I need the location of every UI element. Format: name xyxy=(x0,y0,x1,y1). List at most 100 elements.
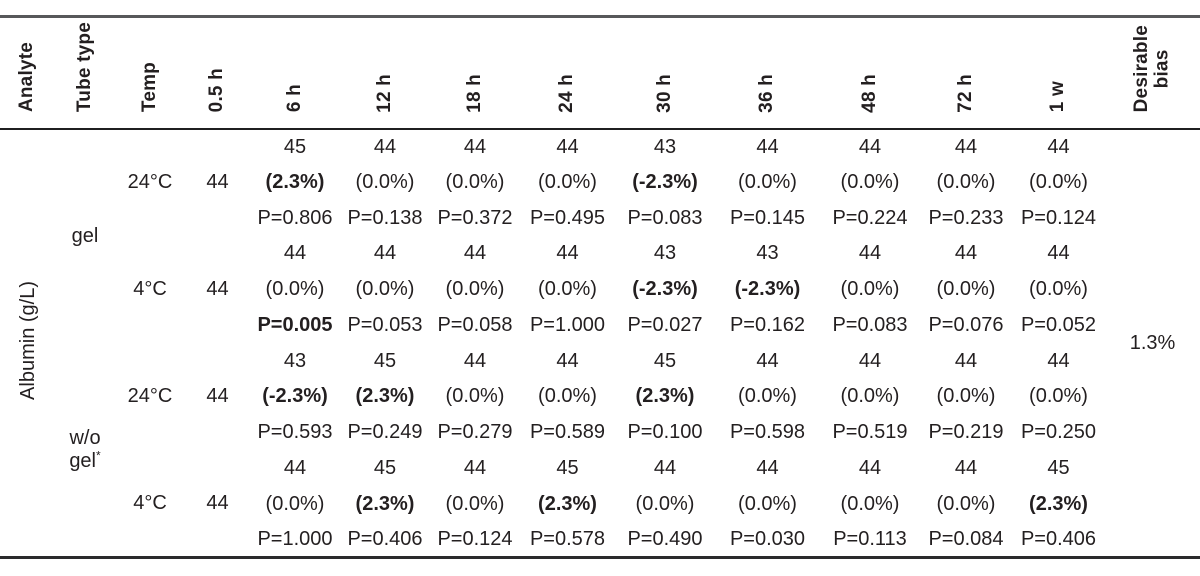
col-header-desirable-bias: Desirable bias xyxy=(1105,17,1200,129)
col-header-analyte: Analyte xyxy=(0,17,55,129)
pct-change-cell: (0.0%) xyxy=(840,170,900,193)
pct-change-cell: (0.0%) xyxy=(445,492,505,515)
p-value-cell: P=0.233 xyxy=(928,206,1004,229)
pct-change-cell: (0.0%) xyxy=(445,170,505,193)
value-cell: 44 xyxy=(756,135,779,158)
temp-cell: 4°C xyxy=(133,278,167,301)
value-cell: 44 xyxy=(858,456,882,479)
p-value-cell: P=1.000 xyxy=(529,313,606,336)
tube-type-note: * xyxy=(96,447,101,462)
p-value-cell: P=0.030 xyxy=(729,527,806,550)
p-value-cell: P=0.519 xyxy=(832,421,908,444)
pct-change-cell: (0.0%) xyxy=(738,385,797,408)
baseline-0-5h-cell: 44 xyxy=(206,385,229,408)
value-cell: 44 xyxy=(283,456,307,479)
pct-change-cell: (2.3%) xyxy=(265,170,325,193)
value-cell: 44 xyxy=(556,242,579,265)
col-header-30h-label: 30 h xyxy=(653,73,675,113)
pct-change-cell: (0.0%) xyxy=(445,385,505,408)
p-value-cell: P=0.598 xyxy=(729,421,806,444)
value-cell: 43 xyxy=(653,135,677,158)
header-row: Analyte Tube type Temp 0.5 h 6 h 12 h 18… xyxy=(0,17,1200,129)
value-cell: 44 xyxy=(283,242,307,265)
p-value-cell: P=0.138 xyxy=(347,206,423,229)
pct-change-cell: (0.0%) xyxy=(840,385,900,408)
p-value-cell: P=0.083 xyxy=(627,206,703,229)
stability-table: Analyte Tube type Temp 0.5 h 6 h 12 h 18… xyxy=(0,15,1200,559)
pct-change-cell: (0.0%) xyxy=(538,385,597,408)
pct-change-cell: (2.3%) xyxy=(1029,492,1088,515)
col-header-12h-label: 12 h xyxy=(373,73,395,113)
col-header-18h-label: 18 h xyxy=(463,73,485,113)
p-value-cell: P=0.593 xyxy=(257,421,333,444)
table-row: Albumin (g/L) gel 24°C 44 45 44 44 44 43 44 44 44 44… xyxy=(0,129,1200,400)
col-header-36h-label: 36 h xyxy=(756,73,778,113)
p-value-cell: P=0.578 xyxy=(529,527,606,550)
p-value-cell: P=0.279 xyxy=(437,421,513,444)
table-row: P=0.806 P=0.138 P=0.372 P=0.495 P=0.083 P=0.1… xyxy=(0,200,1200,236)
p-value-cell: P=0.100 xyxy=(627,421,703,444)
value-cell: 45 xyxy=(373,456,397,479)
pct-change-cell: (0.0%) xyxy=(538,170,597,193)
analyte-label: Albumin (g/L) xyxy=(16,280,39,400)
value-cell: 44 xyxy=(1047,242,1070,265)
col-header-desirable-bias-label: Desirable bias xyxy=(1130,25,1173,113)
col-header-48h-label: 48 h xyxy=(858,73,880,113)
value-cell: 43 xyxy=(283,349,307,372)
pct-change-cell: (0.0%) xyxy=(936,385,996,408)
value-cell: 45 xyxy=(556,456,579,479)
value-cell: 44 xyxy=(463,349,487,372)
value-cell: 45 xyxy=(653,349,677,372)
p-value-cell: P=0.005 xyxy=(257,313,333,336)
pct-change-cell: (0.0%) xyxy=(840,278,900,301)
col-header-tube-type-label: Tube type xyxy=(73,22,95,113)
p-value-cell: P=1.000 xyxy=(257,527,333,550)
pct-change-cell: (0.0%) xyxy=(936,170,996,193)
value-cell: 44 xyxy=(756,349,779,372)
value-cell: 44 xyxy=(1047,349,1070,372)
pct-change-cell: (0.0%) xyxy=(1029,278,1088,301)
col-header-48h: 48 h xyxy=(820,17,920,129)
p-value-cell: P=0.076 xyxy=(928,313,1004,336)
value-cell: 45 xyxy=(1047,456,1070,479)
col-header-0-5h: 0.5 h xyxy=(185,17,250,129)
desirable-bias-cell: 1.3% xyxy=(1129,331,1176,354)
value-cell: 44 xyxy=(858,135,882,158)
pct-change-cell: (0.0%) xyxy=(355,278,415,301)
baseline-0-5h-cell: 44 xyxy=(206,171,229,194)
p-value-cell: P=0.406 xyxy=(347,527,423,550)
tube-type-cell: w/o gel* xyxy=(69,426,101,472)
tube-type-cell: gel xyxy=(71,224,99,247)
pct-change-cell: (0.0%) xyxy=(355,170,415,193)
p-value-cell: P=0.162 xyxy=(729,313,806,336)
table-row: 4°C 44 44 45 44 45 44 44 44 44 45 xyxy=(0,450,1200,514)
value-cell: 44 xyxy=(954,135,978,158)
table-row: (0.0%) (0.0%) (0.0%) (0.0%) (-2.3%) (-2.3%) (0… xyxy=(0,272,1200,308)
value-cell: 44 xyxy=(556,349,579,372)
pct-change-cell: (0.0%) xyxy=(635,492,695,515)
col-header-1w: 1 w xyxy=(1012,17,1105,129)
col-header-6h: 6 h xyxy=(250,17,340,129)
pct-change-cell: (0.0%) xyxy=(265,492,325,515)
col-header-analyte-label: Analyte xyxy=(16,42,38,113)
table-row: (0.0%) (2.3%) (0.0%) (2.3%) (0.0%) (0.0%) (0.0… xyxy=(0,486,1200,522)
col-header-18h: 18 h xyxy=(430,17,520,129)
value-cell: 44 xyxy=(858,242,882,265)
p-value-cell: P=0.145 xyxy=(729,206,806,229)
value-cell: 43 xyxy=(756,242,779,265)
p-value-cell: P=0.490 xyxy=(627,527,703,550)
p-value-cell: P=0.249 xyxy=(347,421,423,444)
pct-change-cell: (0.0%) xyxy=(738,492,797,515)
p-value-cell: P=0.083 xyxy=(832,313,908,336)
table-row: P=0.005 P=0.053 P=0.058 P=1.000 P=0.027 P=0.1… xyxy=(0,307,1200,343)
pct-change-cell: (2.3%) xyxy=(635,385,695,408)
col-header-24h: 24 h xyxy=(520,17,615,129)
col-header-12h: 12 h xyxy=(340,17,430,129)
table-row: 4°C 44 44 44 44 44 43 43 44 44 44 xyxy=(0,236,1200,300)
pct-change-cell: (2.3%) xyxy=(355,492,415,515)
col-header-temp: Temp xyxy=(115,17,185,129)
value-cell: 44 xyxy=(463,242,487,265)
table-body: Albumin (g/L) gel 24°C 44 45 44 44 44 43 44 44 44 44… xyxy=(0,129,1200,558)
col-header-tube-type: Tube type xyxy=(55,17,115,129)
